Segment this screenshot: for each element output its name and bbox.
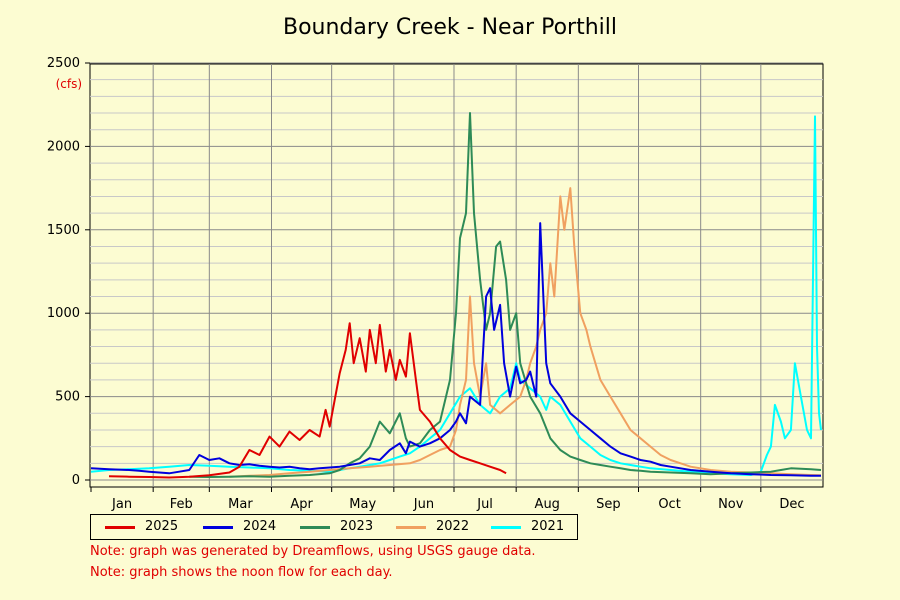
x-tick-label: Feb [170, 497, 193, 512]
y-tick-label: 2500 [47, 56, 80, 71]
note-source: Note: graph was generated by Dreamflows,… [90, 544, 536, 559]
x-tick-label: Jan [111, 497, 132, 512]
x-tick-label: Mar [228, 497, 253, 512]
legend-swatch-2025 [105, 526, 135, 529]
note-noon-flow: Note: graph shows the noon flow for each… [90, 565, 393, 580]
x-tick-label: May [349, 497, 376, 512]
legend-swatch-2021 [491, 526, 521, 529]
x-tick-label: Nov [718, 497, 744, 512]
legend-label-2023: 2023 [340, 519, 374, 534]
x-tick-label: Jun [413, 497, 434, 512]
chart-title: Boundary Creek - Near Porthill [283, 15, 617, 40]
x-tick-label: Jul [476, 497, 493, 512]
y-tick-label: 1000 [47, 306, 80, 321]
y-axis-unit: (cfs) [56, 77, 82, 91]
y-tick-label: 2000 [47, 139, 80, 154]
legend-swatch-2023 [300, 526, 330, 529]
legend-swatch-2024 [203, 526, 233, 529]
x-tick-label: Apr [290, 497, 313, 512]
series-line-2025 [108, 322, 507, 479]
y-tick-label: 0 [72, 473, 80, 488]
axes-layer: 0 500 1000 1500 2000 2500 Jan Feb Mar Apr May Jun Ju… [47, 56, 805, 512]
x-tick-label: Sep [596, 497, 621, 512]
legend-swatch-2022 [396, 526, 426, 529]
series-layer [90, 112, 822, 479]
legend: 2025 2024 2023 2022 2021 [90, 514, 578, 540]
legend-label-2021: 2021 [531, 519, 565, 534]
y-tick-label: 500 [55, 390, 80, 405]
x-tick-label: Aug [535, 497, 560, 512]
series-line-2024 [90, 222, 822, 477]
legend-label-2024: 2024 [243, 519, 277, 534]
legend-label-2022: 2022 [436, 519, 470, 534]
legend-label-2025: 2025 [145, 519, 179, 534]
x-tick-label: Dec [779, 497, 804, 512]
x-tick-label: Oct [658, 497, 680, 512]
grid [90, 62, 823, 487]
y-tick-label: 1500 [47, 223, 80, 238]
series-line-2023 [189, 112, 822, 478]
